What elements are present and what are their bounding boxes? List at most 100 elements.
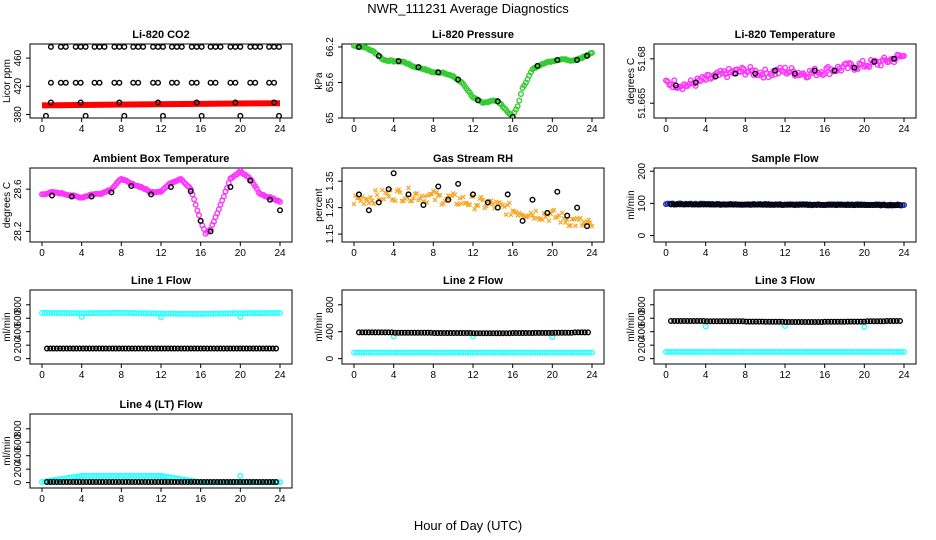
y-tick-label: 400 [13,323,24,340]
data-point [247,79,254,86]
data-point [687,317,694,324]
data-point [867,202,874,209]
data-point [867,318,874,325]
data-point [562,329,569,336]
data-point [584,223,591,230]
data-point [578,329,585,336]
data-point [501,204,507,210]
data-point [408,329,415,336]
data-point [375,52,382,59]
y-axis-label: percent [314,188,325,222]
data-point [47,345,54,352]
data-point [834,201,841,208]
y-tick-label: 28.2 [13,221,24,241]
data-point [193,99,200,106]
data-point [887,317,894,324]
data-point [430,188,436,194]
data-point [263,478,270,485]
data-point [697,317,704,324]
data-point [369,329,376,336]
data-point [444,330,451,337]
data-point [694,317,701,324]
data-point [220,193,227,200]
x-tick-label: 12 [779,370,791,381]
data-point [411,195,416,201]
x-tick-label: 12 [467,370,479,381]
data-point [266,79,273,86]
chart-title: Li-820 Pressure [432,29,514,41]
data-point [129,345,136,352]
chart-title: Line 1 Flow [131,275,191,287]
data-point [111,44,118,50]
data-point [212,79,219,86]
x-tick-label: 0 [663,124,669,135]
data-point [782,318,789,325]
data-point [252,79,259,86]
data-point [47,44,54,50]
y-tick-label: 400 [325,323,336,340]
data-point [119,478,126,485]
data-point [586,349,593,356]
data-point [60,345,67,352]
data-point [53,478,60,485]
data-point [571,329,578,336]
data-point [135,345,142,352]
data-point [769,318,776,325]
data-point [816,201,823,208]
data-point [515,213,521,219]
data-point [477,330,484,337]
x-tick-label: 8 [431,370,437,381]
data-point [717,318,724,325]
data-point [151,345,158,352]
data-point [210,478,217,485]
data-point [237,478,244,485]
data-point [399,198,405,204]
data-point [429,191,435,197]
data-point [454,330,461,337]
data-point [825,201,832,208]
x-tick-label: 12 [155,124,167,135]
data-point [112,478,119,485]
data-point [807,201,814,208]
data-point [142,478,149,485]
y-tick-label: 1.35 [325,171,336,191]
data-point [167,184,174,191]
data-point [861,318,868,325]
data-point [760,201,767,208]
x-tick-label: 4 [391,248,397,259]
data-point [891,202,898,209]
data-point [692,79,699,86]
data-point [883,317,890,324]
data-point [207,79,214,86]
data-point [494,204,501,211]
data-point [847,318,854,325]
data-point [801,201,808,208]
data-point [870,202,877,209]
data-point [519,330,526,337]
data-point [554,188,561,195]
data-point [184,345,191,352]
data-point [700,317,707,324]
data-point [749,318,756,325]
x-tick-label: 8 [431,248,437,259]
data-point [811,67,818,74]
x-tick-label: 0 [663,248,669,259]
x-tick-label: 24 [274,370,286,381]
data-point [271,99,278,106]
data-point [187,345,194,352]
data-point [277,207,284,214]
data-point [232,44,239,50]
data-point [754,201,761,208]
data-point [210,345,217,352]
x-tick-label: 4 [391,370,397,381]
y-axis-label: degrees C [626,58,637,104]
data-point [122,478,129,485]
data-point [252,44,259,50]
data-layer [39,472,284,486]
data-point [843,201,850,208]
x-tick-label: 24 [274,494,286,505]
data-point [888,202,895,209]
data-point [544,209,551,216]
data-point [43,345,50,352]
